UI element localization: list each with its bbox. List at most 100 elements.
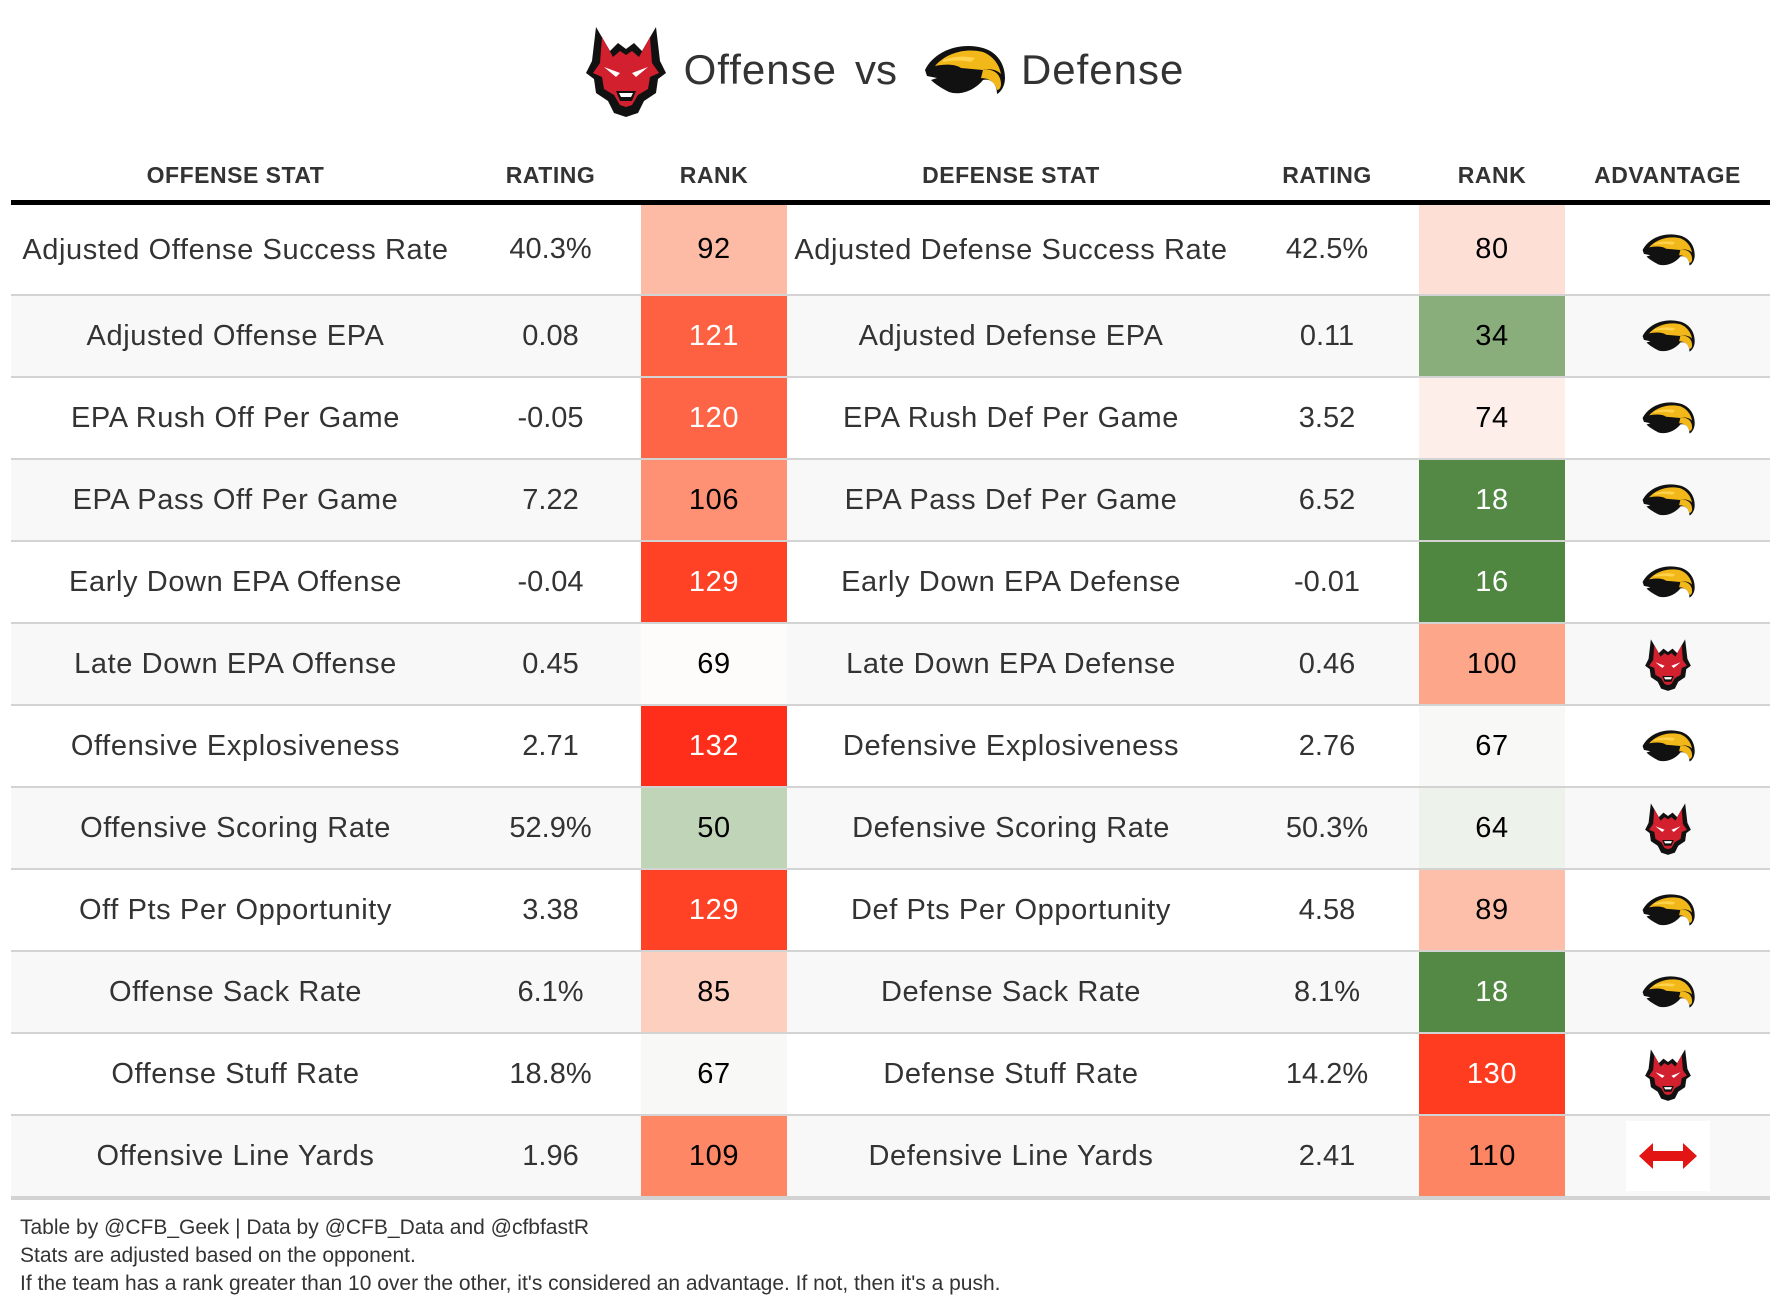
offense-stat-name: Late Down EPA Offense	[11, 622, 460, 705]
offense-rank: 67	[641, 1032, 787, 1115]
defense-stat-name: Defensive Explosiveness	[787, 704, 1235, 787]
defense-stat-name: Adjusted Defense Success Rate	[787, 202, 1235, 295]
advantage-cell	[1565, 868, 1770, 951]
defense-rating: 3.52	[1235, 376, 1419, 459]
column-header-advantage: ADVANTAGE	[1565, 150, 1770, 205]
offense-rating: 0.08	[460, 294, 641, 377]
red-wolf-logo-icon	[1640, 636, 1696, 692]
table-row: Early Down EPA Offense -0.04 129 Early Down…	[11, 540, 1770, 623]
offense-stat-name: Offense Sack Rate	[11, 950, 460, 1033]
offense-rank: 129	[641, 540, 787, 623]
advantage-cell	[1565, 376, 1770, 459]
column-header-offense-rank: RANK	[641, 150, 787, 205]
defense-rank: 16	[1419, 540, 1565, 623]
vs-label: vs	[854, 46, 897, 93]
defense-rank: 18	[1419, 950, 1565, 1033]
table-row: Offensive Scoring Rate 52.9% 50 Defensive S…	[11, 786, 1770, 869]
offense-rating: 2.71	[460, 704, 641, 787]
offense-stat-name: EPA Rush Off Per Game	[11, 376, 460, 459]
defense-rating: 0.11	[1235, 294, 1419, 377]
offense-rating: -0.04	[460, 540, 641, 623]
defense-stat-name: Adjusted Defense EPA	[787, 294, 1235, 377]
golden-eagle-logo-icon	[1640, 390, 1696, 446]
column-header-defense-rating: RATING	[1235, 150, 1419, 205]
offense-rating: 52.9%	[460, 786, 641, 869]
offense-rating: 1.96	[460, 1114, 641, 1200]
defense-stat-name: EPA Pass Def Per Game	[787, 458, 1235, 541]
offense-rank: 106	[641, 458, 787, 541]
defense-rank: 74	[1419, 376, 1565, 459]
offense-stat-name: Offensive Line Yards	[11, 1114, 460, 1200]
defense-rank: 100	[1419, 622, 1565, 705]
golden-eagle-logo-icon	[1640, 308, 1696, 364]
table-row: Off Pts Per Opportunity 3.38 129 Def Pts Pe…	[11, 868, 1770, 951]
advantage-cell	[1565, 294, 1770, 377]
table-row: Adjusted Offense Success Rate 40.3% 92 Adju…	[11, 202, 1770, 295]
table-row: Offense Sack Rate 6.1% 85 Defense Sack Rate…	[11, 950, 1770, 1033]
offense-stat-name: EPA Pass Off Per Game	[11, 458, 460, 541]
golden-eagle-logo-icon	[1640, 882, 1696, 938]
advantage-cell	[1565, 704, 1770, 787]
table-row: Adjusted Offense EPA 0.08 121 Adjusted Defe…	[11, 294, 1770, 377]
offense-stat-name: Off Pts Per Opportunity	[11, 868, 460, 951]
footer-credits: Table by @CFB_Geek | Data by @CFB_Data a…	[20, 1216, 589, 1239]
offense-rating: 0.45	[460, 622, 641, 705]
golden-eagle-logo-icon	[1640, 554, 1696, 610]
offense-stat-name: Adjusted Offense EPA	[11, 294, 460, 377]
offense-stat-name: Offense Stuff Rate	[11, 1032, 460, 1115]
defense-title: Defense	[1020, 46, 1185, 93]
advantage-cell	[1565, 622, 1770, 705]
defense-rating: 42.5%	[1235, 202, 1419, 295]
defense-stat-name: Defense Sack Rate	[787, 950, 1235, 1033]
defense-stat-name: Defensive Line Yards	[787, 1114, 1235, 1200]
table-row: Offensive Line Yards 1.96 109 Defensive Lin…	[11, 1114, 1770, 1200]
offense-stat-name: Early Down EPA Offense	[11, 540, 460, 623]
column-header-defense-rank: RANK	[1419, 150, 1565, 205]
defense-rating: 2.76	[1235, 704, 1419, 787]
offense-rank: 120	[641, 376, 787, 459]
footer-notes: Table by @CFB_Geek | Data by @CFB_Data a…	[20, 1214, 1000, 1298]
offense-rank: 109	[641, 1114, 787, 1200]
defense-rank: 110	[1419, 1114, 1565, 1200]
defense-stat-name: EPA Rush Def Per Game	[787, 376, 1235, 459]
advantage-cell	[1565, 786, 1770, 869]
footer-advantage-note: If the team has a rank greater than 10 o…	[20, 1272, 1001, 1295]
defense-rating: 4.58	[1235, 868, 1419, 951]
table-row: Offensive Explosiveness 2.71 132 Defensive …	[11, 704, 1770, 787]
defense-rank: 130	[1419, 1032, 1565, 1115]
defense-stat-name: Defense Stuff Rate	[787, 1032, 1235, 1115]
table-header-row: OFFENSE STAT RATING RANK DEFENSE STAT RA…	[11, 150, 1770, 205]
advantage-cell	[1565, 1032, 1770, 1115]
golden-eagle-logo-icon	[1640, 222, 1696, 278]
defense-rating: 50.3%	[1235, 786, 1419, 869]
matchup-table: OFFENSE STAT RATING RANK DEFENSE STAT RA…	[11, 150, 1770, 1200]
defense-rating: 14.2%	[1235, 1032, 1419, 1115]
defense-stat-name: Early Down EPA Defense	[787, 540, 1235, 623]
defense-rank: 18	[1419, 458, 1565, 541]
defense-rank: 64	[1419, 786, 1565, 869]
advantage-cell	[1565, 458, 1770, 541]
double-arrow-icon	[1625, 1121, 1710, 1191]
offense-rank: 85	[641, 950, 787, 1033]
defense-rating: 6.52	[1235, 458, 1419, 541]
offense-rank: 92	[641, 202, 787, 295]
red-wolf-logo-icon	[1640, 1046, 1696, 1102]
defense-rating: -0.01	[1235, 540, 1419, 623]
offense-rating: 40.3%	[460, 202, 641, 295]
defense-rank: 34	[1419, 294, 1565, 377]
footer-adjustment-note: Stats are adjusted based on the opponent…	[20, 1244, 416, 1267]
defense-stat-name: Defensive Scoring Rate	[787, 786, 1235, 869]
golden-eagle-logo-icon	[1640, 472, 1696, 528]
golden-eagle-logo-icon	[1640, 964, 1696, 1020]
offense-stat-name: Offensive Explosiveness	[11, 704, 460, 787]
offense-rating: 7.22	[460, 458, 641, 541]
column-header-defense-stat: DEFENSE STAT	[787, 150, 1235, 205]
offense-rank: 69	[641, 622, 787, 705]
advantage-cell	[1565, 1114, 1770, 1200]
offense-rating: 3.38	[460, 868, 641, 951]
column-header-offense-rating: RATING	[460, 150, 641, 205]
offense-title: Offense	[683, 46, 837, 93]
offense-rating: 6.1%	[460, 950, 641, 1033]
defense-rating: 8.1%	[1235, 950, 1419, 1033]
advantage-cell	[1565, 202, 1770, 295]
